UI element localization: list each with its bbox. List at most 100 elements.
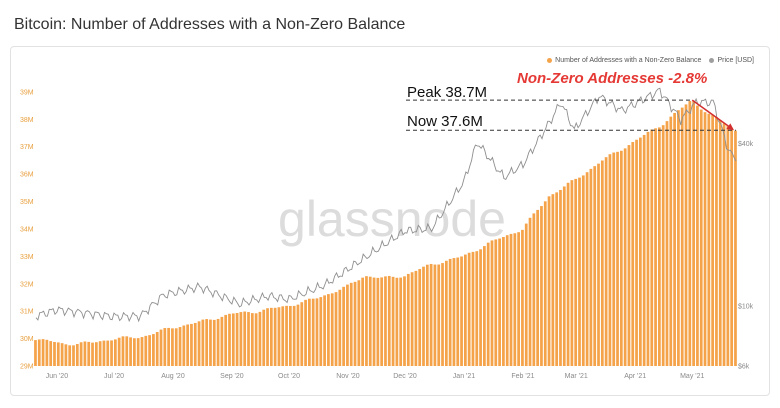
address-bar (239, 312, 243, 366)
address-bar (243, 311, 247, 366)
address-bar (258, 311, 262, 366)
address-bar (608, 154, 612, 366)
address-bar (387, 275, 391, 366)
legend-swatch-addresses (547, 58, 553, 63)
address-bar (319, 297, 323, 366)
y-tick-label: 30M (20, 336, 34, 343)
address-bar (262, 309, 266, 366)
address-bar (669, 116, 673, 366)
address-bar (597, 163, 600, 366)
address-bar (406, 273, 410, 366)
address-bar (296, 304, 300, 366)
address-bar (646, 131, 650, 366)
address-bar (638, 137, 642, 366)
address-bar (524, 223, 528, 366)
address-bar (581, 175, 585, 366)
address-bar (349, 282, 353, 366)
address-bar (205, 319, 209, 366)
address-bar (528, 217, 532, 366)
legend-item-price[interactable]: Price [USD] (709, 57, 754, 64)
address-bar (163, 328, 167, 366)
address-bar (661, 125, 665, 366)
address-bar (425, 264, 429, 366)
address-bar (98, 341, 102, 366)
legend-item-addresses[interactable]: Number of Addresses with a Non-Zero Bala… (547, 57, 701, 64)
address-bar (665, 121, 669, 366)
legend-swatch-price (709, 58, 715, 63)
address-bar (235, 312, 239, 366)
address-bar (193, 322, 197, 366)
address-bar (190, 323, 193, 366)
address-bar (452, 258, 456, 366)
address-bar (532, 213, 536, 366)
y-tick-label: 33M (20, 254, 34, 261)
y-tick-label: 34M (20, 226, 34, 233)
address-bar (414, 270, 418, 366)
address-bar (418, 269, 422, 366)
address-bar (540, 206, 543, 366)
address-bar (559, 189, 562, 366)
address-bar (543, 201, 547, 366)
address-bar (228, 313, 231, 366)
x-tick-label: Jul '20 (104, 373, 124, 380)
x-tick-label: Sep '20 (220, 373, 244, 380)
address-bar (422, 266, 425, 366)
address-bar (182, 325, 186, 366)
address-bar (578, 177, 581, 366)
price-line (35, 87, 737, 323)
address-bar (75, 344, 79, 366)
address-bar (231, 313, 235, 366)
address-bar (433, 264, 437, 366)
y-tick-label: 32M (20, 281, 34, 288)
address-bar (247, 312, 250, 366)
address-bar (64, 344, 68, 366)
address-bar (726, 125, 730, 367)
address-bar (722, 123, 726, 366)
address-bar (566, 182, 570, 366)
address-bar (60, 343, 64, 366)
address-bar (361, 277, 365, 366)
address-bar (45, 339, 49, 366)
address-bar (250, 313, 254, 366)
address-bar (403, 276, 406, 366)
y-tick-label: 31M (20, 309, 34, 316)
address-bar (372, 277, 376, 366)
address-bar (220, 316, 224, 366)
address-bar (654, 128, 657, 366)
address-bar (216, 318, 220, 366)
address-bar (680, 107, 684, 366)
address-bar (707, 113, 711, 367)
y-tick-label: 38M (20, 117, 34, 124)
address-bar (125, 336, 129, 366)
address-bar (171, 328, 174, 366)
address-bar (94, 342, 98, 366)
address-bar (696, 105, 699, 367)
decline-arrow (691, 99, 731, 128)
address-bar (53, 341, 56, 366)
address-bar (604, 157, 608, 366)
address-bar (692, 101, 695, 367)
address-bar (346, 284, 349, 366)
address-bar (429, 263, 433, 366)
address-bar (68, 345, 72, 366)
address-bar (619, 150, 623, 366)
address-bar (673, 112, 676, 367)
address-bar (677, 110, 680, 366)
address-bar (456, 257, 460, 366)
address-bar (479, 249, 482, 366)
address-bar (505, 235, 509, 366)
address-bar (113, 339, 117, 366)
address-bar (391, 276, 395, 366)
address-bar (688, 101, 692, 366)
address-bar (292, 305, 296, 366)
address-bar (585, 172, 589, 366)
address-bar (699, 109, 703, 366)
legend-label-price: Price [USD] (717, 57, 754, 64)
address-bar (734, 130, 737, 366)
address-bar (357, 280, 361, 366)
address-bar (635, 139, 638, 366)
address-bar (281, 306, 285, 366)
x-tick-label: Aug '20 (161, 373, 185, 380)
address-bar (41, 339, 45, 366)
